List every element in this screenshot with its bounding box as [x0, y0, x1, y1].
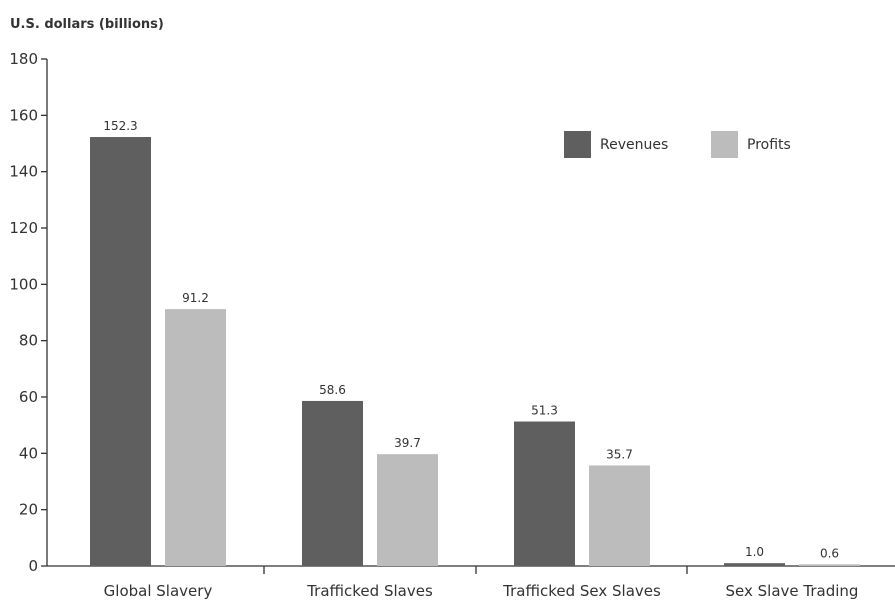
y-axis: 0 20 40 60 80 100 120 140 160 180 — [9, 50, 48, 575]
legend-swatch-profits — [711, 131, 738, 158]
bar-revenues — [302, 400, 363, 566]
bar-value-label: 58.6 — [319, 383, 346, 397]
y-tick-label: 0 — [28, 557, 38, 575]
x-category-label: Sex Slave Trading — [726, 582, 859, 600]
bar-value-label: 1.0 — [745, 545, 764, 559]
bar-value-label: 152.3 — [103, 119, 137, 133]
y-tick-label: 120 — [9, 219, 38, 237]
y-tick-label: 80 — [19, 332, 38, 350]
y-tick-label: 40 — [19, 444, 38, 462]
legend-label: Revenues — [600, 137, 668, 153]
y-tick-label: 160 — [9, 106, 38, 124]
y-tick-label: 20 — [19, 501, 38, 519]
x-category-label: Trafficked Slaves — [306, 582, 433, 600]
bar-value-label: 35.7 — [606, 447, 633, 461]
legend-label: Profits — [747, 137, 791, 153]
bar-value-label: 39.7 — [394, 436, 421, 450]
y-axis-unit-label: U.S. dollars (billions) — [10, 17, 164, 32]
bar-profits — [589, 465, 650, 566]
bar-profits — [799, 564, 860, 566]
y-tick-label: 180 — [9, 50, 38, 68]
x-axis: Global Slavery Trafficked Slaves Trafficke… — [47, 565, 895, 600]
legend: Revenues Profits — [564, 131, 791, 158]
bar-value-label: 0.6 — [820, 546, 839, 560]
bar-revenues — [90, 137, 151, 566]
y-tick-label: 100 — [9, 275, 38, 293]
bar-value-label: 51.3 — [531, 404, 558, 418]
bar-profits — [165, 309, 226, 566]
bar-value-label: 91.2 — [182, 291, 209, 305]
legend-swatch-revenues — [564, 131, 591, 158]
bar-revenues — [514, 421, 575, 566]
bar-revenues — [724, 563, 785, 566]
y-tick-label: 60 — [19, 388, 38, 406]
bar-profits — [377, 454, 438, 566]
y-tick-label: 140 — [9, 163, 38, 181]
x-category-label: Trafficked Sex Slaves — [502, 582, 661, 600]
bars: 152.3 58.6 51.3 1.0 91.2 39.7 35.7 0.6 — [90, 119, 860, 566]
x-category-label: Global Slavery — [104, 582, 213, 600]
